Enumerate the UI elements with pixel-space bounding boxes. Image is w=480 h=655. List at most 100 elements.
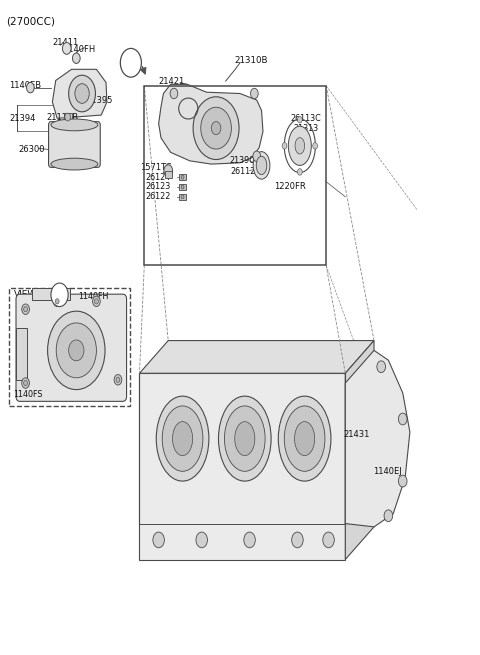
Text: 1140FH: 1140FH <box>63 45 95 54</box>
Circle shape <box>95 299 98 304</box>
Circle shape <box>377 361 385 373</box>
Text: 1220FR: 1220FR <box>275 182 306 191</box>
Text: 1140FS: 1140FS <box>12 390 42 399</box>
Text: 26113C: 26113C <box>290 114 321 123</box>
Ellipse shape <box>156 396 209 481</box>
Ellipse shape <box>288 126 312 166</box>
Circle shape <box>251 88 258 99</box>
Circle shape <box>56 323 96 378</box>
Text: 26122: 26122 <box>145 193 170 201</box>
Polygon shape <box>140 341 374 373</box>
Text: 21395: 21395 <box>87 96 113 105</box>
Text: 1140FH: 1140FH <box>78 291 108 301</box>
Text: 1140FZ: 1140FZ <box>40 291 70 301</box>
Ellipse shape <box>256 157 267 174</box>
Polygon shape <box>165 171 171 178</box>
Text: 26124: 26124 <box>145 173 170 181</box>
Circle shape <box>93 296 100 307</box>
Ellipse shape <box>253 152 270 179</box>
Text: 26123: 26123 <box>145 183 170 191</box>
Ellipse shape <box>278 396 331 481</box>
Circle shape <box>292 532 303 548</box>
Circle shape <box>24 307 27 312</box>
Circle shape <box>75 84 89 103</box>
Ellipse shape <box>295 422 315 456</box>
Circle shape <box>313 143 318 149</box>
Text: 21411: 21411 <box>52 38 79 47</box>
Polygon shape <box>158 84 263 164</box>
Text: 1140EB: 1140EB <box>9 81 41 90</box>
Circle shape <box>323 532 334 548</box>
Circle shape <box>22 378 29 388</box>
Ellipse shape <box>162 406 203 472</box>
Ellipse shape <box>295 138 305 154</box>
Polygon shape <box>345 341 374 559</box>
Circle shape <box>153 532 164 548</box>
Circle shape <box>164 165 172 176</box>
Circle shape <box>298 117 302 123</box>
Text: 1140EJ: 1140EJ <box>373 467 402 476</box>
Circle shape <box>62 43 71 54</box>
Text: 21394: 21394 <box>9 114 36 123</box>
Ellipse shape <box>218 396 271 481</box>
Ellipse shape <box>225 406 265 472</box>
Polygon shape <box>179 183 186 190</box>
Circle shape <box>398 413 407 425</box>
Circle shape <box>55 299 59 304</box>
Circle shape <box>51 283 68 307</box>
Ellipse shape <box>235 422 255 456</box>
Polygon shape <box>140 373 345 559</box>
Text: 21421: 21421 <box>158 77 185 86</box>
Text: 21119B: 21119B <box>46 113 78 122</box>
Bar <box>144 86 326 265</box>
Text: 1571TC: 1571TC <box>141 163 172 172</box>
Circle shape <box>384 510 393 521</box>
Circle shape <box>65 113 71 121</box>
Circle shape <box>69 75 96 112</box>
Text: A: A <box>56 290 63 299</box>
Bar <box>9 288 130 406</box>
Polygon shape <box>179 193 186 200</box>
Circle shape <box>170 88 178 99</box>
Circle shape <box>398 476 407 487</box>
Circle shape <box>201 107 231 149</box>
Circle shape <box>69 340 84 361</box>
Text: 21431: 21431 <box>343 430 369 440</box>
FancyBboxPatch shape <box>16 294 127 402</box>
Text: 21313: 21313 <box>294 124 319 133</box>
Polygon shape <box>32 288 70 300</box>
Text: 21390: 21390 <box>229 157 255 165</box>
Ellipse shape <box>284 406 325 472</box>
Text: 21310B: 21310B <box>234 56 268 66</box>
Circle shape <box>253 151 261 162</box>
FancyBboxPatch shape <box>48 122 100 168</box>
Circle shape <box>193 97 239 160</box>
Ellipse shape <box>172 422 192 456</box>
Circle shape <box>298 169 302 175</box>
Text: A: A <box>127 58 134 67</box>
Circle shape <box>114 375 122 385</box>
Ellipse shape <box>51 159 98 170</box>
Polygon shape <box>52 69 107 119</box>
Text: 26300: 26300 <box>19 145 46 154</box>
Polygon shape <box>64 113 72 121</box>
Circle shape <box>120 48 142 77</box>
Circle shape <box>53 296 61 307</box>
Circle shape <box>244 532 255 548</box>
FancyBboxPatch shape <box>16 328 26 380</box>
Ellipse shape <box>51 119 98 131</box>
Circle shape <box>22 304 29 314</box>
Circle shape <box>181 175 184 179</box>
Circle shape <box>116 377 120 383</box>
Text: VIEW: VIEW <box>14 290 37 299</box>
Polygon shape <box>179 174 186 180</box>
Circle shape <box>282 143 287 149</box>
Circle shape <box>196 532 207 548</box>
Polygon shape <box>345 350 410 527</box>
Circle shape <box>181 185 184 189</box>
Circle shape <box>211 122 221 135</box>
Circle shape <box>72 53 80 64</box>
Circle shape <box>24 381 27 386</box>
Circle shape <box>26 83 34 93</box>
Text: (2700CC): (2700CC) <box>6 16 55 27</box>
